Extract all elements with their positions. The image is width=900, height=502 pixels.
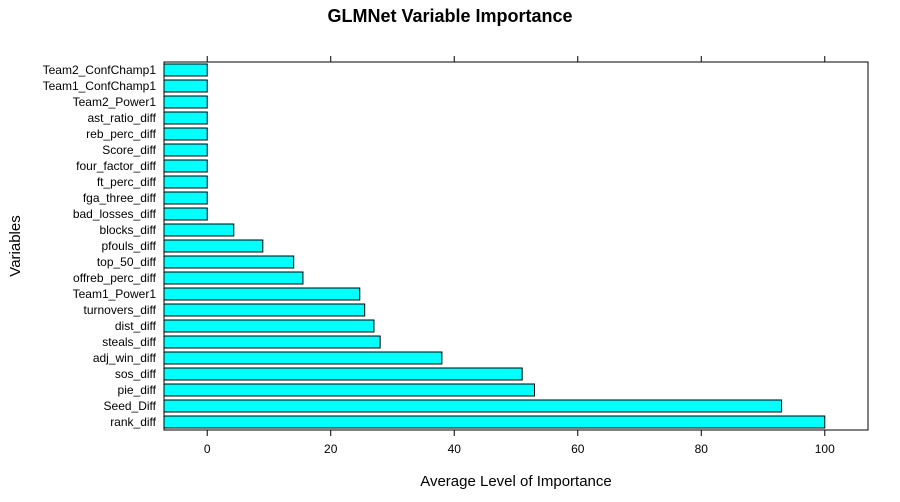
- bar-ast_ratio_diff: [163, 111, 208, 125]
- bars-group: [163, 63, 826, 429]
- category-label-Seed_Diff: Seed_Diff: [104, 399, 157, 413]
- category-labels: rank_diff Seed_Diff pie_diff sos_diff adj_wi…: [43, 63, 157, 429]
- x-axis-label: Average Level of Importance: [420, 473, 612, 490]
- category-label-adj_win_diff: adj_win_diff: [93, 351, 157, 365]
- x-tick-label-40: 40: [448, 442, 462, 456]
- category-label-bad_losses_diff: bad_losses_diff: [73, 207, 157, 221]
- bar-reb_perc_diff: [163, 127, 208, 141]
- category-label-sos_diff: sos_diff: [115, 367, 157, 381]
- bar-top_50_diff: [163, 255, 295, 269]
- bar-Team2_ConfChamp1: [163, 63, 208, 77]
- chart-title: GLMNet Variable Importance: [327, 6, 572, 26]
- bar-pfouls_diff: [163, 239, 264, 253]
- bar-ft_perc_diff: [163, 175, 208, 189]
- category-label-pie_diff: pie_diff: [118, 383, 157, 397]
- category-label-steals_diff: steals_diff: [102, 335, 156, 349]
- bar-steals_diff: [163, 335, 381, 349]
- category-label-pfouls_diff: pfouls_diff: [102, 239, 157, 253]
- bar-fga_three_diff: [163, 191, 208, 205]
- bar-Seed_Diff: [163, 399, 783, 413]
- category-label-ast_ratio_diff: ast_ratio_diff: [88, 111, 157, 125]
- bar-Score_diff: [163, 143, 208, 157]
- bar-dist_diff: [163, 319, 375, 333]
- category-label-turnovers_diff: turnovers_diff: [84, 303, 157, 317]
- bar-blocks_diff: [163, 223, 235, 237]
- category-label-Team2_Power1: Team2_Power1: [73, 95, 157, 109]
- x-tick-label-0: 0: [204, 442, 211, 456]
- x-tick-label-20: 20: [324, 442, 338, 456]
- category-label-reb_perc_diff: reb_perc_diff: [86, 127, 156, 141]
- category-label-four_factor_diff: four_factor_diff: [76, 159, 156, 173]
- bar-rank_diff: [163, 415, 826, 429]
- category-label-dist_diff: dist_diff: [115, 319, 157, 333]
- x-axis-ticks: 0 20 40 60 80 100: [204, 56, 835, 456]
- x-tick-label-100: 100: [815, 442, 835, 456]
- category-label-rank_diff: rank_diff: [110, 415, 156, 429]
- bar-adj_win_diff: [163, 351, 443, 365]
- x-tick-label-80: 80: [695, 442, 709, 456]
- category-label-Team1_ConfChamp1: Team1_ConfChamp1: [43, 79, 157, 93]
- category-label-blocks_diff: blocks_diff: [100, 223, 157, 237]
- category-label-Score_diff: Score_diff: [102, 143, 156, 157]
- category-label-Team2_ConfChamp1: Team2_ConfChamp1: [43, 63, 157, 77]
- category-label-offreb_perc_diff: offreb_perc_diff: [73, 271, 157, 285]
- bar-pie_diff: [163, 383, 536, 397]
- bar-Team1_Power1: [163, 287, 361, 301]
- y-axis-label: Variables: [7, 215, 24, 276]
- bar-sos_diff: [163, 367, 523, 381]
- bar-offreb_perc_diff: [163, 271, 304, 285]
- bar-four_factor_diff: [163, 159, 208, 173]
- bar-Team2_Power1: [163, 95, 208, 109]
- bar-turnovers_diff: [163, 303, 366, 317]
- category-label-top_50_diff: top_50_diff: [97, 255, 157, 269]
- category-label-Team1_Power1: Team1_Power1: [73, 287, 157, 301]
- bar-bad_losses_diff: [163, 207, 208, 221]
- x-tick-label-60: 60: [571, 442, 585, 456]
- category-label-fga_three_diff: fga_three_diff: [83, 191, 157, 205]
- bar-Team1_ConfChamp1: [163, 79, 208, 93]
- category-label-ft_perc_diff: ft_perc_diff: [97, 175, 157, 189]
